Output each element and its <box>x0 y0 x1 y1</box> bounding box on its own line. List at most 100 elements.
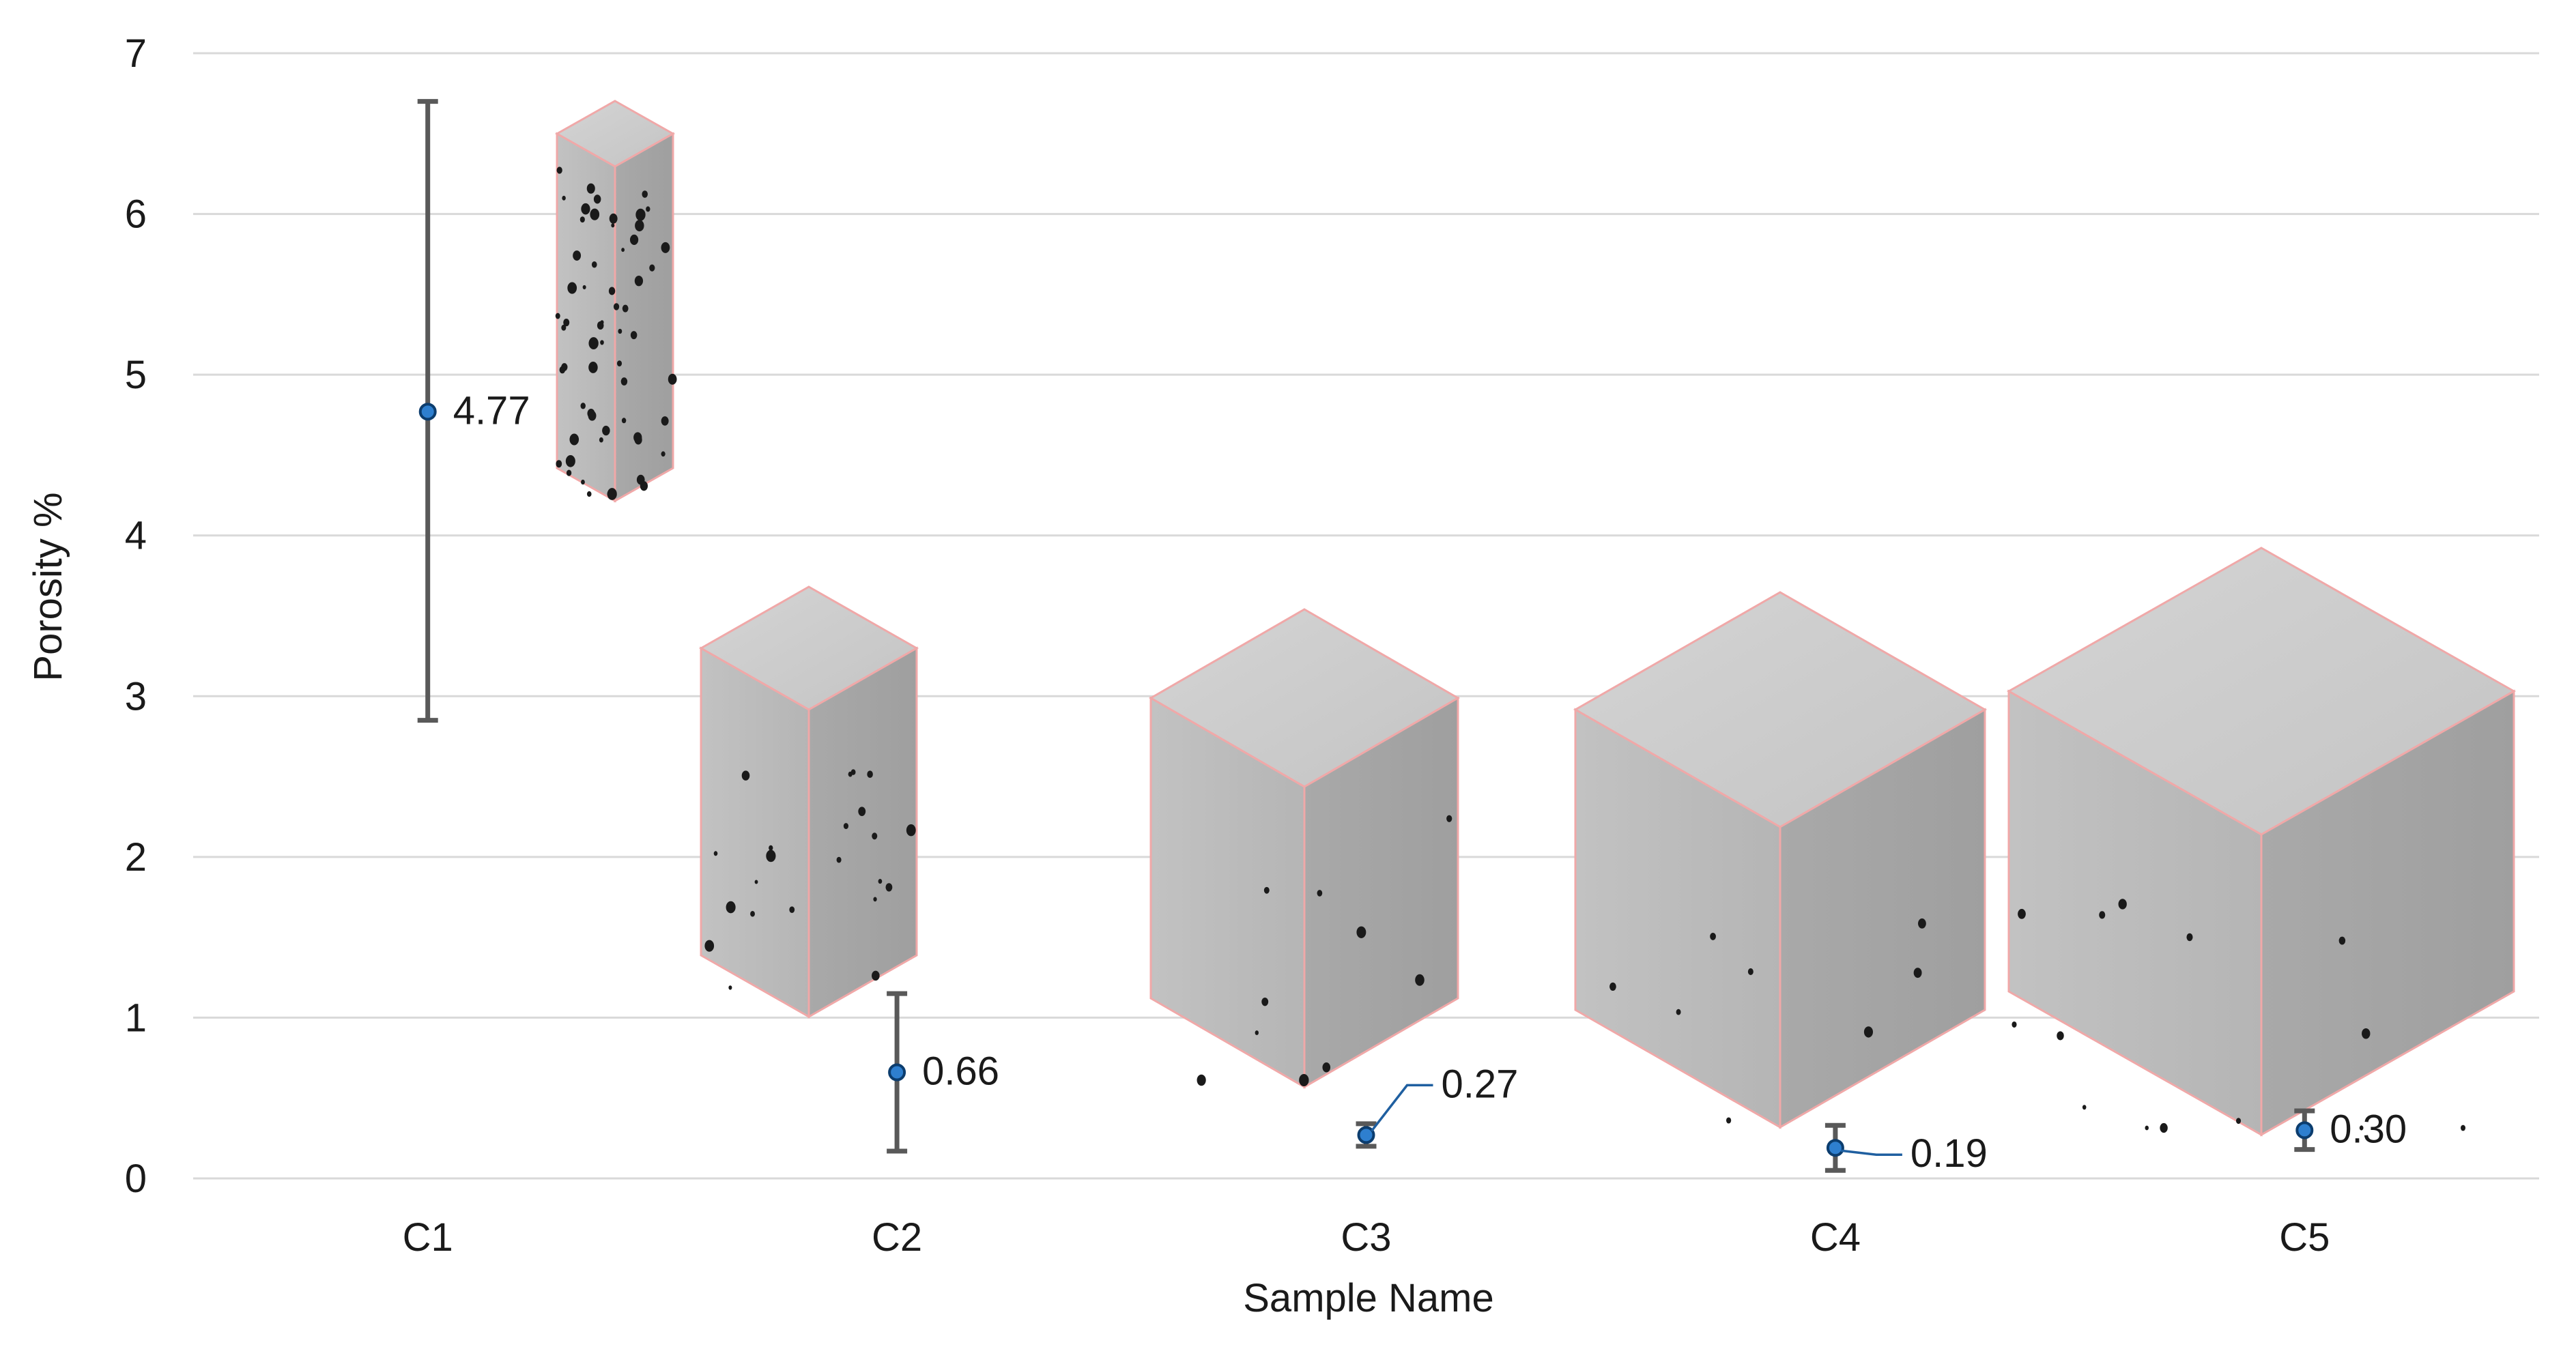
data-point-C2 <box>888 1063 906 1082</box>
y-axis-title: Porosity % <box>26 492 70 681</box>
x-tick-label: C1 <box>403 1215 453 1260</box>
pore-mark <box>573 250 582 261</box>
leader-line <box>1840 1149 1902 1156</box>
pore-mark <box>559 366 566 374</box>
pore-mark <box>555 313 560 319</box>
pore-mark <box>602 425 610 436</box>
pore-mark <box>2082 1105 2087 1110</box>
pore-mark <box>1263 886 1270 894</box>
pore-mark <box>633 432 642 443</box>
data-label-C2: 0.66 <box>922 1049 999 1094</box>
data-label-C3: 0.27 <box>1442 1062 1519 1106</box>
pore-mark <box>563 318 570 327</box>
pore-mark <box>661 416 669 426</box>
cube-left-face <box>700 646 810 1019</box>
pore-mark <box>600 340 604 345</box>
pore-mark <box>1913 968 1922 978</box>
data-label-C5: 0.30 <box>2330 1107 2407 1151</box>
sample-image-C3 <box>1149 608 1460 1089</box>
data-layer: 4.77 0.66 0.27 0.19 0.30 <box>417 99 2407 1176</box>
pore-mark <box>581 479 585 485</box>
pore-mark <box>2018 909 2026 919</box>
x-tick-label: C5 <box>2279 1215 2330 1260</box>
pore-mark <box>566 469 572 476</box>
y-tick-label: 7 <box>125 31 147 76</box>
pore-mark <box>668 373 677 385</box>
pore-mark <box>726 901 736 914</box>
pore-mark <box>843 823 848 830</box>
pore-mark <box>878 879 883 884</box>
pore-mark <box>836 856 842 863</box>
pore-mark <box>634 275 644 287</box>
pore-mark <box>567 282 577 294</box>
pore-mark <box>635 220 644 232</box>
x-tick-label: C3 <box>1341 1215 1391 1260</box>
pore-mark <box>1747 968 1754 975</box>
cube-right-face <box>1779 708 1986 1129</box>
pore-mark <box>622 304 629 313</box>
pore-mark <box>713 851 718 856</box>
pore-mark <box>556 460 562 468</box>
pore-mark <box>613 303 620 310</box>
pore-mark <box>766 850 776 862</box>
pore-mark <box>621 248 625 252</box>
data-point-C1 <box>418 403 437 421</box>
pore-mark <box>848 771 853 777</box>
pore-mark <box>2160 1122 2168 1133</box>
pore-mark <box>635 208 646 221</box>
pore-mark <box>1255 1030 1259 1035</box>
pore-mark <box>872 970 880 981</box>
pore-mark <box>642 190 648 198</box>
pore-mark <box>885 883 893 892</box>
pore-mark <box>629 234 639 246</box>
pore-mark <box>1726 1117 1732 1124</box>
pore-mark <box>556 166 562 174</box>
data-point-C3 <box>1357 1126 1375 1144</box>
data-point-C4 <box>1826 1139 1844 1157</box>
pore-mark <box>1446 815 1452 822</box>
pore-mark <box>609 213 618 224</box>
cube-left-face <box>556 132 616 503</box>
axis-layer: Porosity % Sample Name 0 1 2 3 4 5 6 7 C1 C2 C3 C4 C… <box>26 31 2330 1320</box>
pore-mark <box>2338 936 2346 945</box>
sample-image-C5 <box>2006 547 2517 1137</box>
x-tick-label: C2 <box>872 1215 922 1260</box>
pore-mark <box>754 880 758 884</box>
cube-right-face <box>2260 689 2515 1137</box>
pore-mark <box>2235 1118 2242 1125</box>
pore-mark <box>2359 1125 2364 1131</box>
y-tick-label: 4 <box>125 514 147 558</box>
pore-mark <box>1609 982 1616 991</box>
pore-mark <box>2118 899 2127 910</box>
pore-mark <box>873 897 877 902</box>
pore-mark <box>2099 911 2106 919</box>
pore-mark <box>569 433 579 446</box>
pore-mark <box>591 261 597 268</box>
y-tick-label: 3 <box>125 674 147 719</box>
data-point-C5 <box>2295 1121 2314 1140</box>
x-axis-title: Sample Name <box>1243 1276 1493 1320</box>
pore-mark <box>741 770 750 781</box>
pore-mark <box>607 489 614 499</box>
pore-mark <box>1322 1062 1331 1073</box>
pore-mark <box>582 285 586 290</box>
pore-mark <box>867 770 873 779</box>
pore-mark <box>599 437 603 443</box>
pore-mark <box>581 203 590 215</box>
sample-image-C2 <box>698 585 919 1019</box>
pore-mark <box>2145 1125 2149 1131</box>
leader-line <box>1371 1084 1433 1132</box>
data-label-C4: 0.19 <box>1910 1131 1988 1176</box>
pore-mark <box>562 195 566 201</box>
cube-right-face <box>1303 696 1459 1089</box>
pore-mark <box>593 194 601 204</box>
x-tick-label: C4 <box>1810 1215 1861 1260</box>
pore-mark <box>579 216 585 223</box>
pore-mark <box>590 208 600 220</box>
pore-mark <box>1710 932 1716 940</box>
pore-mark <box>586 183 595 194</box>
pore-mark <box>750 910 755 917</box>
pore-mark <box>611 223 615 228</box>
